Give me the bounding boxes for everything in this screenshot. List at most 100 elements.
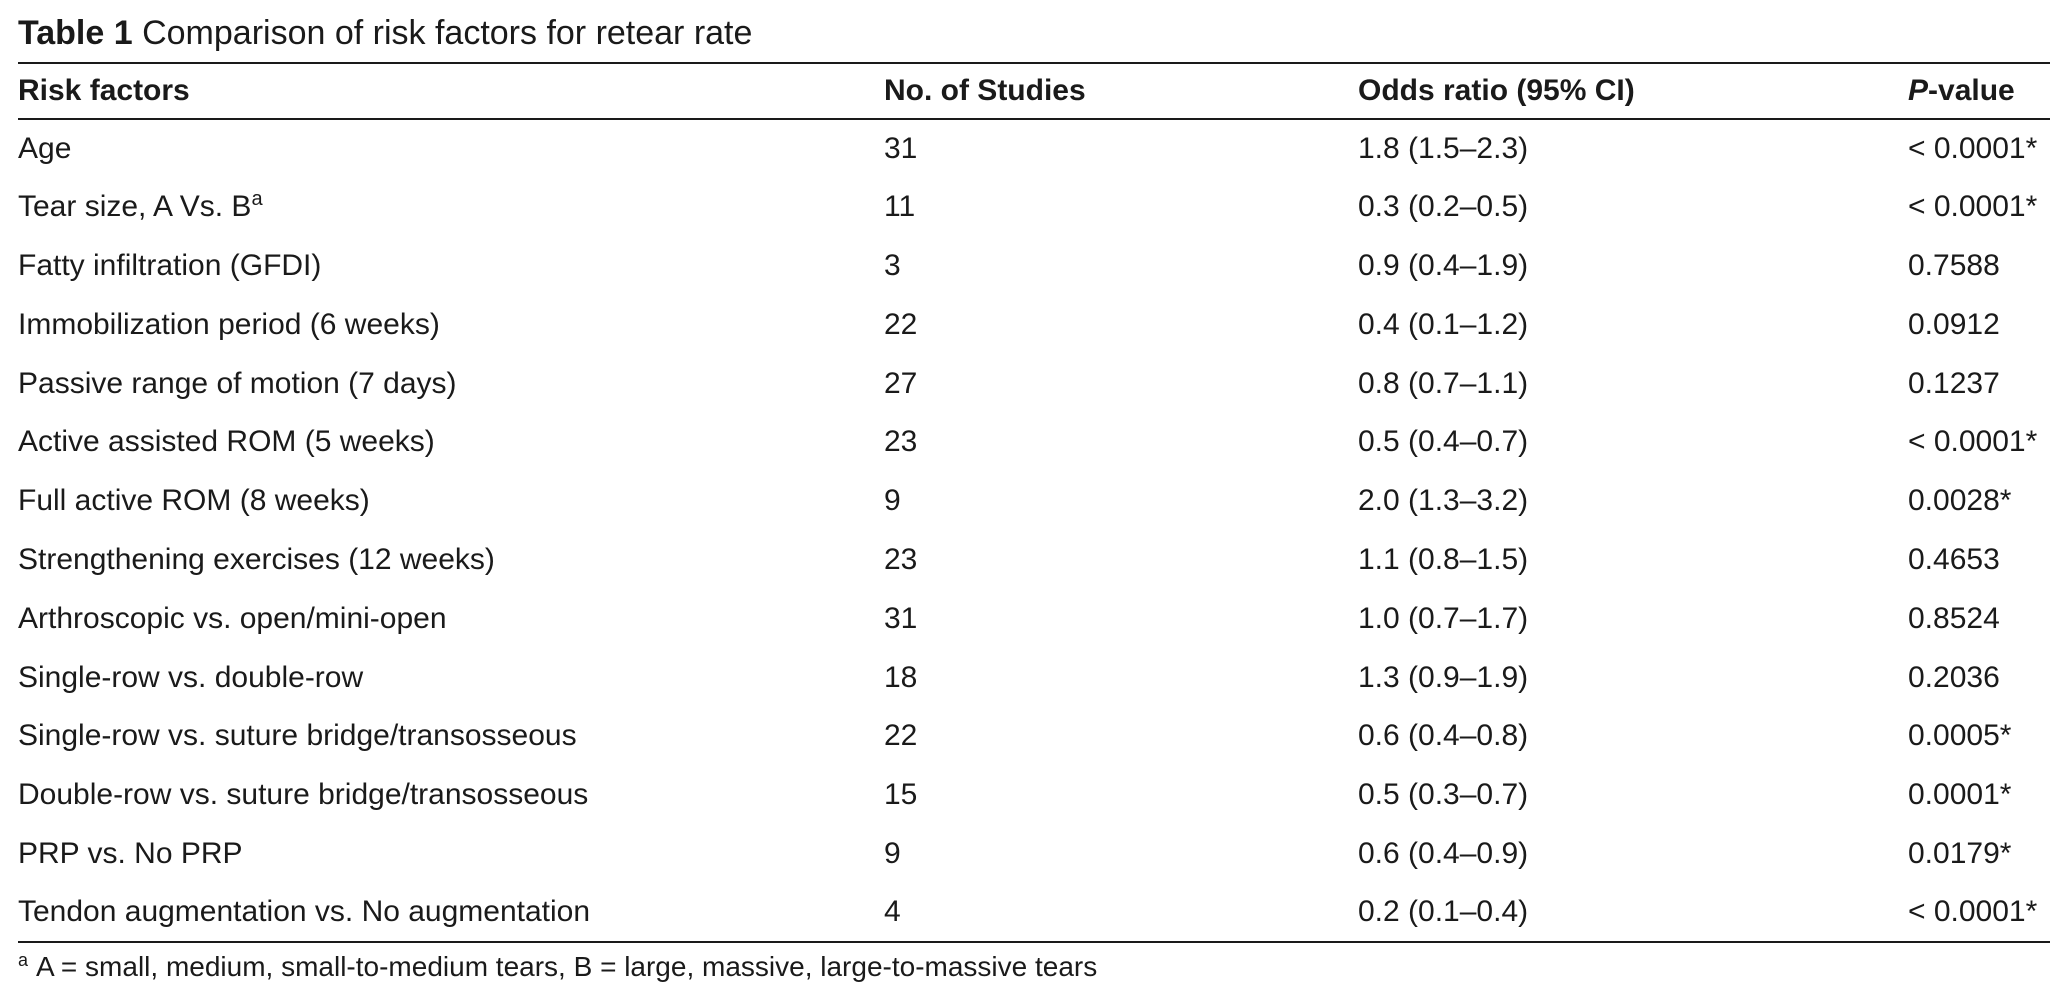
- cell-p-value: < 0.0001*: [1908, 131, 2038, 165]
- risk-factor-text: Tear size, A Vs. B: [18, 190, 252, 224]
- cell-risk-factor: Single-row vs. suture bridge/transosseou…: [18, 707, 884, 766]
- cell-odds-ratio: 0.3 (0.2–0.5): [1358, 190, 1529, 224]
- cell-p-value: 0.4653: [1908, 542, 2000, 576]
- cell-no-of-studies: 9: [884, 836, 901, 870]
- cell-p-value: < 0.0001*: [1908, 425, 2038, 459]
- risk-factor-text: Immobilization period (6 weeks): [18, 307, 440, 341]
- table-row: Strengthening exercises (12 weeks) 23 1.1 …: [18, 531, 2050, 590]
- risk-factor-text: Age: [18, 131, 72, 165]
- cell-odds-ratio: 0.8 (0.7–1.1): [1358, 366, 1529, 400]
- table-row: Double-row vs. suture bridge/transosseou…: [18, 766, 2050, 825]
- cell-p-value: 0.0912: [1908, 307, 2000, 341]
- header-p-value: P-value: [1908, 63, 2050, 119]
- cell-risk-factor: Active assisted ROM (5 weeks): [18, 413, 884, 472]
- cell-no-of-studies: 23: [884, 542, 918, 576]
- header-odds-ratio: Odds ratio (95% CI): [1358, 74, 1635, 107]
- risk-factor-text: Single-row vs. suture bridge/transosseou…: [18, 719, 577, 753]
- cell-p-value: 0.1237: [1908, 366, 2000, 400]
- table-footnote: a A = small, medium, small-to-medium tear…: [18, 943, 2050, 991]
- cell-no-of-studies: 4: [884, 895, 901, 929]
- risk-factor-text: Strengthening exercises (12 weeks): [18, 542, 495, 576]
- risk-factor-text: Active assisted ROM (5 weeks): [18, 425, 435, 459]
- cell-odds-ratio: 0.6 (0.4–0.8): [1358, 719, 1529, 753]
- cell-no-of-studies: 15: [884, 778, 918, 812]
- risk-factor-text: Single-row vs. double-row: [18, 660, 364, 694]
- cell-no-of-studies: 27: [884, 366, 918, 400]
- cell-risk-factor: Single-row vs. double-row: [18, 648, 884, 707]
- cell-p-value: < 0.0001*: [1908, 190, 2038, 224]
- header-p-value-italic: P: [1908, 74, 1929, 107]
- cell-odds-ratio: 0.9 (0.4–1.9): [1358, 248, 1529, 282]
- cell-risk-factor: Tendon augmentation vs. No augmentation: [18, 883, 884, 942]
- cell-no-of-studies: 22: [884, 307, 918, 341]
- cell-odds-ratio: 2.0 (1.3–3.2): [1358, 484, 1529, 518]
- cell-p-value: 0.0001*: [1908, 778, 2012, 812]
- risk-factor-text: Full active ROM (8 weeks): [18, 484, 370, 518]
- cell-risk-factor: Double-row vs. suture bridge/transosseou…: [18, 766, 884, 825]
- cell-p-value: 0.0005*: [1908, 719, 2012, 753]
- cell-risk-factor: PRP vs. No PRP: [18, 825, 884, 884]
- risk-factor-text: Double-row vs. suture bridge/transosseou…: [18, 778, 589, 812]
- risk-factor-text: Passive range of motion (7 days): [18, 366, 457, 400]
- table-caption-label: Table 1: [18, 14, 133, 52]
- cell-odds-ratio: 1.3 (0.9–1.9): [1358, 660, 1529, 694]
- footnote-text: A = small, medium, small-to-medium tears…: [36, 951, 1098, 983]
- cell-risk-factor: Immobilization period (6 weeks): [18, 295, 884, 354]
- table-caption: Table 1 Comparison of risk factors for r…: [18, 8, 2050, 58]
- cell-no-of-studies: 22: [884, 719, 918, 753]
- cell-odds-ratio: 1.0 (0.7–1.7): [1358, 601, 1529, 635]
- table-row: PRP vs. No PRP 9 0.6 (0.4–0.9) 0.0179*: [18, 825, 2050, 884]
- table-row: Tear size, A Vs. Ba 11 0.3 (0.2–0.5) < 0.00…: [18, 178, 2050, 237]
- cell-risk-factor: Tear size, A Vs. Ba: [18, 178, 884, 237]
- cell-no-of-studies: 23: [884, 425, 918, 459]
- cell-p-value: < 0.0001*: [1908, 895, 2038, 929]
- header-risk-factors: Risk factors: [18, 74, 190, 107]
- table-row: Active assisted ROM (5 weeks) 23 0.5 (0.4–…: [18, 413, 2050, 472]
- cell-no-of-studies: 31: [884, 601, 918, 635]
- table-row: Arthroscopic vs. open/mini-open 31 1.0 (0.…: [18, 589, 2050, 648]
- table-row: Passive range of motion (7 days) 27 0.8 (0…: [18, 354, 2050, 413]
- cell-p-value: 0.2036: [1908, 660, 2000, 694]
- cell-risk-factor: Fatty infiltration (GFDI): [18, 237, 884, 296]
- table-row: Immobilization period (6 weeks) 22 0.4 (0.…: [18, 295, 2050, 354]
- cell-odds-ratio: 0.2 (0.1–0.4): [1358, 895, 1529, 929]
- cell-no-of-studies: 9: [884, 484, 901, 518]
- cell-p-value: 0.0179*: [1908, 836, 2012, 870]
- table-row: Tendon augmentation vs. No augmentation 4…: [18, 883, 2050, 943]
- cell-risk-factor: Age: [18, 119, 884, 178]
- cell-no-of-studies: 31: [884, 131, 918, 165]
- cell-odds-ratio: 0.5 (0.4–0.7): [1358, 425, 1529, 459]
- table-figure: Table 1 Comparison of risk factors for r…: [18, 8, 2050, 991]
- footnote-marker: a: [18, 949, 29, 970]
- cell-odds-ratio: 0.4 (0.1–1.2): [1358, 307, 1529, 341]
- cell-risk-factor: Full active ROM (8 weeks): [18, 472, 884, 531]
- risk-factor-text: Tendon augmentation vs. No augmentation: [18, 895, 591, 929]
- header-p-value-rest: -value: [1928, 74, 2015, 107]
- risk-factors-table: Risk factors No. of Studies Odds ratio (…: [18, 62, 2050, 943]
- cell-risk-factor: Arthroscopic vs. open/mini-open: [18, 589, 884, 648]
- table-caption-text: Comparison of risk factors for retear ra…: [142, 14, 753, 52]
- header-no-of-studies: No. of Studies: [884, 74, 1086, 107]
- table-row: Single-row vs. double-row 18 1.3 (0.9–1.9)…: [18, 648, 2050, 707]
- cell-p-value: 0.0028*: [1908, 484, 2012, 518]
- cell-odds-ratio: 0.6 (0.4–0.9): [1358, 836, 1529, 870]
- cell-risk-factor: Passive range of motion (7 days): [18, 354, 884, 413]
- table-row: Single-row vs. suture bridge/transosseou…: [18, 707, 2050, 766]
- cell-p-value: 0.8524: [1908, 601, 2000, 635]
- cell-odds-ratio: 0.5 (0.3–0.7): [1358, 778, 1529, 812]
- risk-factor-text: PRP vs. No PRP: [18, 836, 243, 870]
- risk-factor-text: Fatty infiltration (GFDI): [18, 248, 322, 282]
- cell-odds-ratio: 1.1 (0.8–1.5): [1358, 542, 1529, 576]
- cell-p-value: 0.7588: [1908, 248, 2000, 282]
- table-body: Age 31 1.8 (1.5–2.3) < 0.0001* Tear size, A …: [18, 119, 2050, 943]
- cell-no-of-studies: 11: [884, 190, 916, 224]
- risk-factor-text: Arthroscopic vs. open/mini-open: [18, 601, 447, 635]
- cell-no-of-studies: 18: [884, 660, 918, 694]
- table-row: Full active ROM (8 weeks) 9 2.0 (1.3–3.2) 0…: [18, 472, 2050, 531]
- cell-risk-factor: Strengthening exercises (12 weeks): [18, 531, 884, 590]
- table-row: Age 31 1.8 (1.5–2.3) < 0.0001*: [18, 119, 2050, 178]
- table-header-row: Risk factors No. of Studies Odds ratio (…: [18, 63, 2050, 119]
- footnote-reference: a: [251, 188, 263, 211]
- cell-no-of-studies: 3: [884, 248, 901, 282]
- cell-odds-ratio: 1.8 (1.5–2.3): [1358, 131, 1529, 165]
